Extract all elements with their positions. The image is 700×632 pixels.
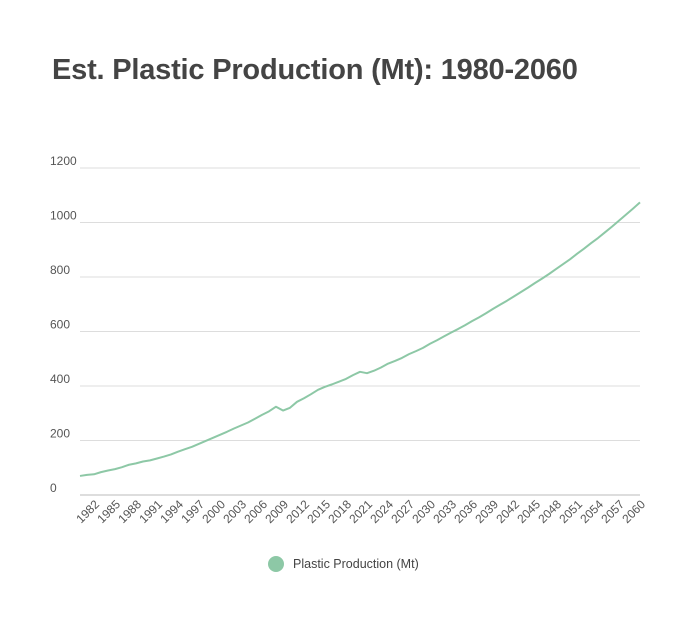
series-lines — [79, 201, 641, 477]
y-tick-label: 0 — [50, 481, 57, 495]
legend: Plastic Production (Mt) — [268, 556, 419, 572]
legend-label: Plastic Production (Mt) — [293, 557, 419, 571]
y-tick-label: 400 — [50, 372, 70, 386]
legend-swatch — [268, 556, 284, 572]
grid-lines — [80, 167, 640, 496]
x-axis-labels: 1982198519881991199419972000200320062009… — [73, 497, 648, 526]
y-axis-labels: 0 200 400 600 800 1000 1200 — [50, 154, 77, 495]
y-tick-label: 1200 — [50, 154, 77, 168]
series-line-0 — [79, 201, 641, 477]
y-tick-label: 800 — [50, 263, 70, 277]
y-tick-label: 600 — [50, 318, 70, 332]
x-tick-label: 2060 — [619, 497, 648, 526]
chart-title: Est. Plastic Production (Mt): 1980-2060 — [52, 54, 578, 86]
y-tick-label: 200 — [50, 427, 70, 441]
y-tick-label: 1000 — [50, 209, 77, 223]
